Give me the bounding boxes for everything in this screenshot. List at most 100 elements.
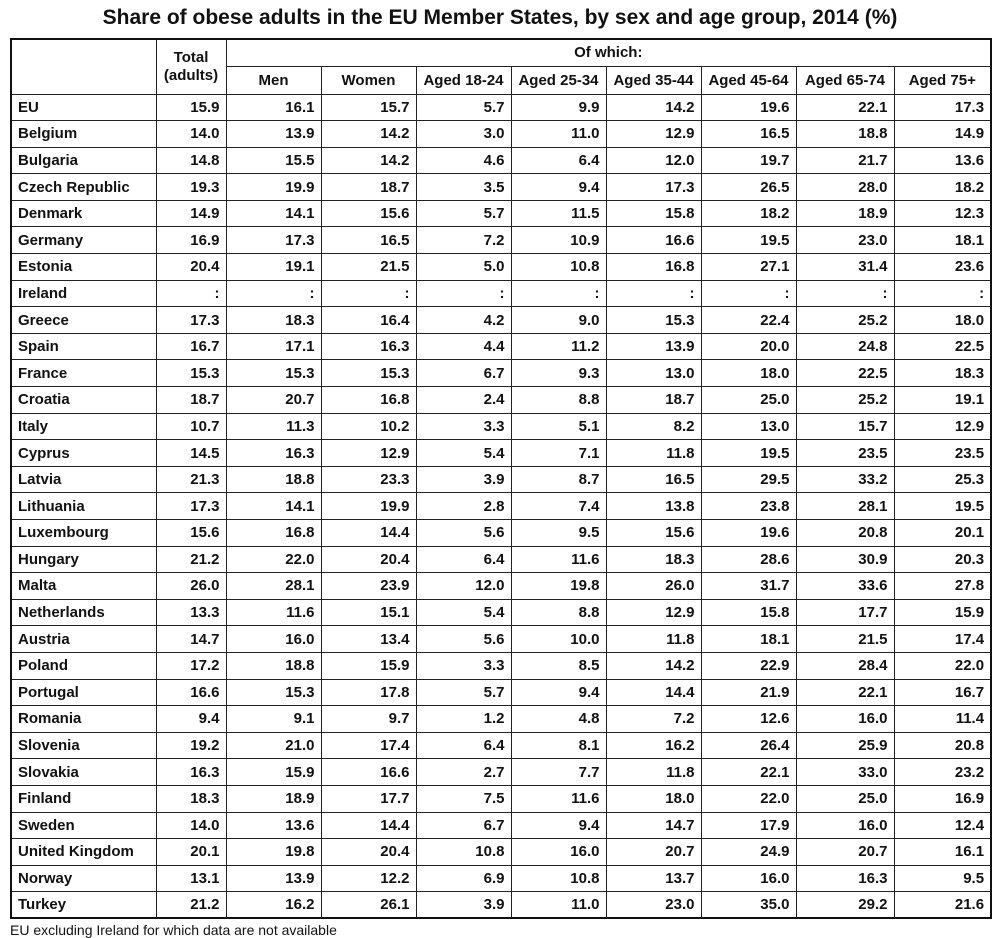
value-cell: 9.4: [510, 678, 607, 707]
value-cell: 7.2: [605, 705, 702, 733]
value-cell: 17.3: [605, 173, 702, 201]
value-cell: 23.5: [893, 439, 992, 467]
value-cell: 35.0: [700, 891, 797, 919]
value-cell: 16.9: [155, 226, 227, 255]
value-cell: 25.9: [795, 731, 895, 760]
row-label: Belgium: [10, 120, 157, 148]
value-cell: 15.6: [605, 519, 702, 547]
value-cell: 25.0: [795, 784, 895, 813]
value-cell: 15.9: [225, 758, 322, 786]
value-cell: 15.3: [155, 359, 227, 388]
data-row: United Kingdom 20.1 19.8 20.4 10.8 16.0 20.7 24…: [10, 838, 992, 866]
value-cell: 21.7: [795, 146, 895, 175]
value-cell: 20.4: [155, 253, 227, 281]
value-cell: 15.6: [320, 199, 417, 228]
row-label: Cyprus: [10, 439, 157, 467]
value-cell: 6.9: [415, 864, 512, 893]
value-cell: 22.4: [700, 306, 797, 334]
value-cell: 18.0: [893, 306, 992, 334]
value-cell: 18.9: [225, 784, 322, 813]
value-cell: 18.2: [893, 173, 992, 201]
value-cell: 23.0: [605, 891, 702, 919]
value-cell: 19.5: [700, 226, 797, 255]
value-cell: :: [415, 279, 512, 308]
value-cell: 33.6: [795, 572, 895, 600]
value-cell: 17.7: [795, 598, 895, 627]
value-cell: 19.2: [155, 731, 227, 760]
value-cell: 33.0: [795, 758, 895, 786]
value-cell: 8.5: [510, 651, 607, 680]
value-cell: 28.4: [795, 651, 895, 680]
value-cell: 18.3: [225, 306, 322, 334]
data-row: Italy 10.7 11.3 10.2 3.3 5.1 8.2 13.0 15.7 12.9: [10, 412, 992, 441]
value-cell: 13.0: [605, 359, 702, 388]
value-cell: 23.5: [795, 439, 895, 467]
value-cell: 3.5: [415, 173, 512, 201]
data-row: Austria 14.7 16.0 13.4 5.6 10.0 11.8 18.1 21.5 17…: [10, 625, 992, 653]
value-cell: 4.8: [510, 705, 607, 733]
value-cell: 11.6: [510, 784, 607, 813]
value-cell: 21.2: [155, 545, 227, 574]
value-cell: 14.2: [320, 146, 417, 175]
value-cell: 18.3: [155, 784, 227, 813]
data-row: Slovenia 19.2 21.0 17.4 6.4 8.1 16.2 26.4 25.9 20…: [10, 731, 992, 760]
row-label: Bulgaria: [10, 146, 157, 175]
value-cell: 2.4: [415, 386, 512, 414]
row-label: Slovakia: [10, 758, 157, 786]
value-cell: 15.3: [225, 678, 322, 707]
value-cell: 11.8: [605, 758, 702, 786]
data-row: Belgium 14.0 13.9 14.2 3.0 11.0 12.9 16.5 18.8 14…: [10, 120, 992, 148]
value-cell: 25.2: [795, 386, 895, 414]
value-cell: 18.7: [320, 173, 417, 201]
data-row: Slovakia 16.3 15.9 16.6 2.7 7.7 11.8 22.1 33.0 23…: [10, 758, 992, 786]
row-label: Ireland: [10, 279, 157, 308]
value-cell: 1.2: [415, 705, 512, 733]
value-cell: 13.9: [225, 864, 322, 893]
value-cell: 5.4: [415, 598, 512, 627]
row-label: Czech Republic: [10, 173, 157, 201]
value-cell: 14.8: [155, 146, 227, 175]
row-label: Hungary: [10, 545, 157, 574]
value-cell: 19.1: [225, 253, 322, 281]
value-cell: 9.0: [510, 306, 607, 334]
value-cell: 15.8: [700, 598, 797, 627]
value-cell: 4.2: [415, 306, 512, 334]
header-row: Men Women Aged 18-24 Aged 25-34 Aged 35-44 Ag…: [11, 65, 992, 95]
row-label: EU: [10, 93, 157, 122]
value-cell: 11.8: [605, 439, 702, 467]
value-cell: 9.3: [510, 359, 607, 388]
data-row: Latvia 21.3 18.8 23.3 3.9 8.7 16.5 29.5 33.2 25.3: [10, 465, 992, 494]
value-cell: 17.8: [320, 678, 417, 707]
corner-cell: [10, 38, 157, 95]
value-cell: 7.5: [415, 784, 512, 813]
row-label: Sweden: [10, 811, 157, 840]
value-cell: 3.0: [415, 120, 512, 148]
value-cell: 17.7: [320, 784, 417, 813]
value-cell: 17.3: [225, 226, 322, 255]
value-cell: 14.1: [225, 199, 322, 228]
value-cell: 16.0: [700, 864, 797, 893]
value-cell: 7.1: [510, 439, 607, 467]
value-cell: 18.7: [605, 386, 702, 414]
value-cell: 16.8: [320, 386, 417, 414]
value-cell: 18.8: [795, 120, 895, 148]
row-label: Luxembourg: [10, 519, 157, 547]
value-cell: 28.1: [795, 492, 895, 520]
value-cell: 22.5: [795, 359, 895, 388]
value-cell: 14.9: [155, 199, 227, 228]
value-cell: 11.5: [510, 199, 607, 228]
value-cell: 20.7: [795, 838, 895, 866]
value-cell: 15.5: [225, 146, 322, 175]
value-cell: 19.3: [155, 173, 227, 201]
value-cell: 9.7: [320, 705, 417, 733]
value-cell: 10.9: [510, 226, 607, 255]
value-cell: 31.7: [700, 572, 797, 600]
value-cell: :: [795, 279, 895, 308]
value-cell: 10.8: [415, 838, 512, 866]
value-cell: 20.1: [155, 838, 227, 866]
value-cell: :: [893, 279, 992, 308]
value-cell: 19.8: [225, 838, 322, 866]
row-label: United Kingdom: [10, 838, 157, 866]
value-cell: 16.5: [320, 226, 417, 255]
data-row: Turkey 21.2 16.2 26.1 3.9 11.0 23.0 35.0 29.2 21.…: [10, 891, 992, 919]
